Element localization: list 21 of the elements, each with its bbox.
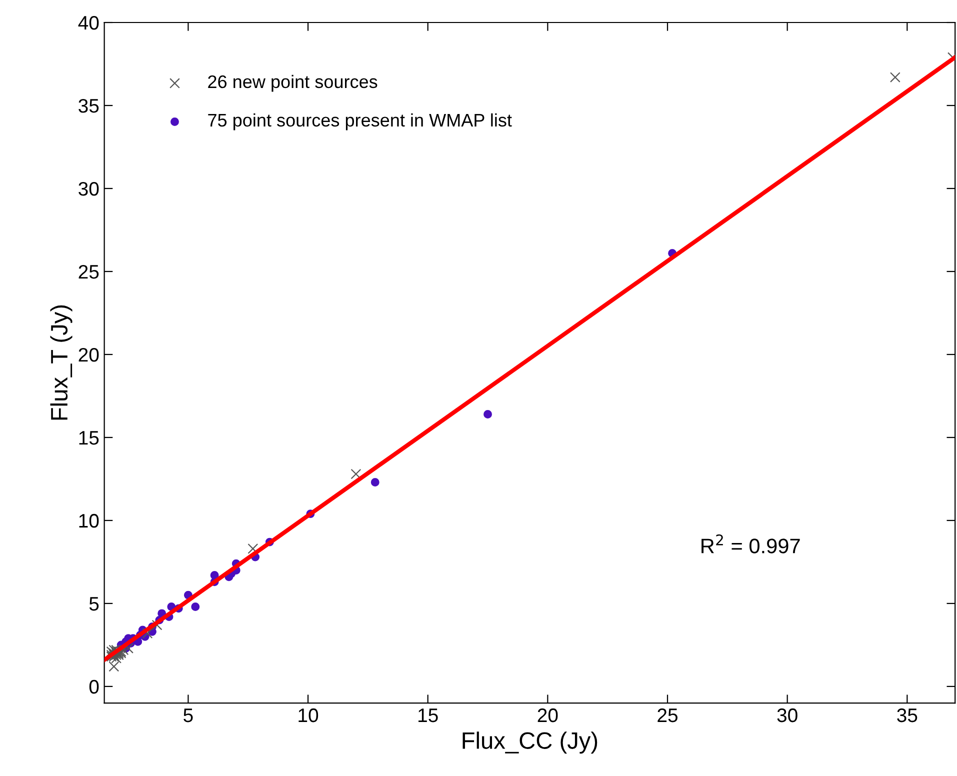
x-tick-label: 35 bbox=[897, 708, 918, 722]
x-tick-label: 5 bbox=[184, 708, 193, 722]
y-axis-title: Flux_T (Jy) bbox=[50, 305, 72, 420]
y-tick-label: 15 bbox=[79, 431, 99, 445]
x-tick-label: 25 bbox=[658, 708, 678, 722]
x-tick-label: 10 bbox=[298, 708, 318, 722]
x-tick-label: 20 bbox=[538, 708, 558, 722]
y-tick-label: 35 bbox=[78, 98, 99, 113]
x-tick-label: 15 bbox=[418, 708, 438, 722]
x-tick-label: 30 bbox=[777, 708, 798, 722]
y-tick-label: 30 bbox=[78, 182, 99, 196]
y-tick-label: 5 bbox=[89, 597, 99, 611]
legend-label: 26 new point sources bbox=[208, 74, 378, 92]
legend-label: 75 point sources present in WMAP list bbox=[208, 113, 512, 130]
y-tick-label: 25 bbox=[78, 264, 99, 279]
x-axis-title: Flux_CC (Jy) bbox=[462, 732, 598, 754]
y-tick-label: 10 bbox=[79, 514, 99, 528]
y-tick-label: 20 bbox=[78, 348, 99, 362]
y-tick-label: 40 bbox=[78, 16, 99, 30]
annotation: R$^{2}$ = 0.997 bbox=[702, 534, 800, 554]
y-tick-label: 0 bbox=[89, 680, 99, 694]
